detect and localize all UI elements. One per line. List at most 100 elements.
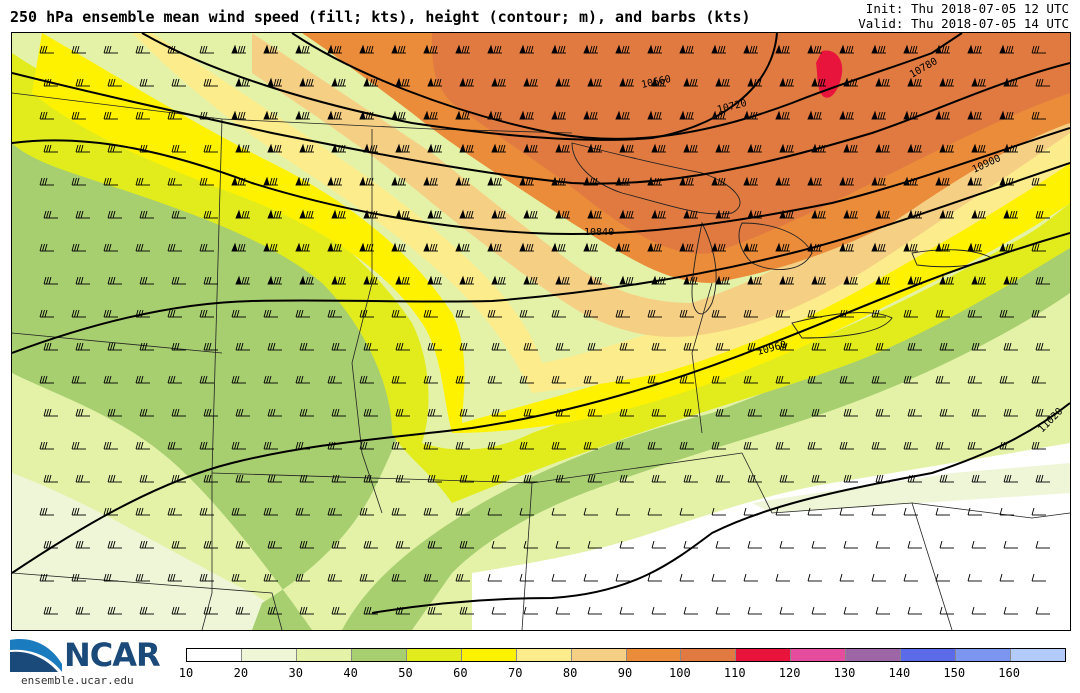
- wind-barb: [807, 441, 822, 450]
- wind-barb: [871, 242, 886, 252]
- wind-barb: [615, 176, 630, 186]
- wind-barb: [267, 540, 282, 549]
- wind-barb: [395, 540, 410, 549]
- wind-barb: [743, 44, 758, 54]
- colorbar-segment: [351, 649, 407, 661]
- wind-barb: [327, 242, 342, 252]
- wind-barb: [391, 176, 406, 186]
- wind-barb: [619, 77, 634, 87]
- wind-barb: [167, 573, 182, 582]
- wind-barb: [43, 474, 58, 483]
- wind-barb: [331, 540, 346, 549]
- wind-barb: [967, 242, 982, 252]
- border-mi: [691, 282, 713, 434]
- wind-barb: [203, 540, 218, 549]
- wind-barb: [455, 441, 470, 450]
- wind-barb: [171, 144, 186, 153]
- lake-superior: [571, 142, 741, 215]
- wind-barb: [811, 143, 826, 153]
- wind-barb: [359, 176, 374, 186]
- wind-barb: [747, 342, 762, 351]
- wind-barb: [363, 275, 378, 285]
- wind-barb: [263, 44, 278, 54]
- wind-barb: [551, 242, 566, 252]
- wind-barb: [587, 275, 602, 285]
- wind-barb: [331, 77, 346, 87]
- wind-barb: [139, 276, 154, 285]
- wind-barb: [491, 342, 506, 351]
- wind-barb: [743, 573, 758, 582]
- wind-barb: [715, 342, 730, 351]
- wind-barb: [395, 606, 410, 615]
- wind-barb: [523, 474, 538, 483]
- wind-barb: [807, 573, 822, 582]
- wind-barb: [743, 242, 758, 252]
- wind-barb: [519, 309, 534, 318]
- wind-barb: [235, 474, 250, 483]
- wind-barb: [139, 210, 154, 219]
- wind-barb: [839, 507, 854, 516]
- wind-barb: [167, 309, 182, 318]
- wind-barb: [971, 606, 986, 615]
- wind-barb: [135, 573, 150, 582]
- wind-barb: [295, 44, 310, 54]
- wind-barb: [971, 540, 986, 549]
- colorbar-segment: [846, 649, 902, 661]
- wind-barb: [743, 309, 758, 318]
- colorbar-tick-label: 120: [778, 666, 801, 680]
- contour-10660: [141, 33, 778, 141]
- wind-barb: [715, 408, 730, 417]
- wind-barb: [235, 606, 250, 615]
- colorbar-segment: [791, 649, 847, 661]
- wind-barb: [647, 441, 662, 450]
- wind-barb: [999, 375, 1014, 384]
- wind-barb: [871, 507, 886, 516]
- wind-barb: [327, 375, 342, 384]
- wind-barb: [1031, 111, 1046, 120]
- wind-barb: [1031, 243, 1046, 252]
- wind-barb: [167, 111, 182, 120]
- wind-barb: [939, 209, 954, 219]
- wind-barb: [651, 408, 666, 417]
- wind-barb: [875, 540, 890, 549]
- wind-barb: [295, 507, 310, 516]
- wind-barb: [807, 176, 822, 186]
- wind-barb: [71, 243, 86, 252]
- wind-barb: [71, 309, 86, 318]
- wind-barb: [875, 143, 890, 153]
- wind-barb: [135, 177, 150, 186]
- wind-barbs: [39, 44, 1050, 615]
- wind-barb: [75, 474, 90, 483]
- wind-barb: [203, 276, 218, 285]
- wind-barb: [139, 474, 154, 483]
- wind-barb: [295, 375, 310, 384]
- wind-barb: [295, 309, 310, 318]
- wind-barb: [907, 540, 922, 549]
- wind-barb: [331, 143, 346, 153]
- wind-barb: [779, 408, 794, 417]
- wind-barb: [743, 176, 758, 186]
- ncar-logo: NCAR ensemble.ucar.edu: [10, 634, 180, 692]
- wind-barb: [487, 44, 502, 54]
- wind-barb: [487, 441, 502, 450]
- wind-barb: [1035, 606, 1050, 615]
- wind-barb: [843, 408, 858, 417]
- ncar-swoosh-icon: [10, 639, 62, 672]
- wind-barb: [971, 474, 986, 483]
- wind-barb: [523, 408, 538, 417]
- wind-barb: [231, 507, 246, 516]
- wind-barb: [75, 210, 90, 219]
- wind-barb: [711, 375, 726, 384]
- wind-barb: [487, 375, 502, 384]
- wind-barb: [807, 375, 822, 384]
- wind-barb: [1003, 143, 1018, 153]
- wind-barb: [235, 77, 250, 87]
- wind-barb: [967, 110, 982, 120]
- wind-barb: [1035, 144, 1050, 153]
- wind-barb: [43, 408, 58, 417]
- wind-barb: [391, 375, 406, 384]
- wind-barb: [71, 507, 86, 516]
- colorbar-segment: [296, 649, 352, 661]
- wind-barb: [199, 375, 214, 384]
- wind-barb: [39, 573, 54, 582]
